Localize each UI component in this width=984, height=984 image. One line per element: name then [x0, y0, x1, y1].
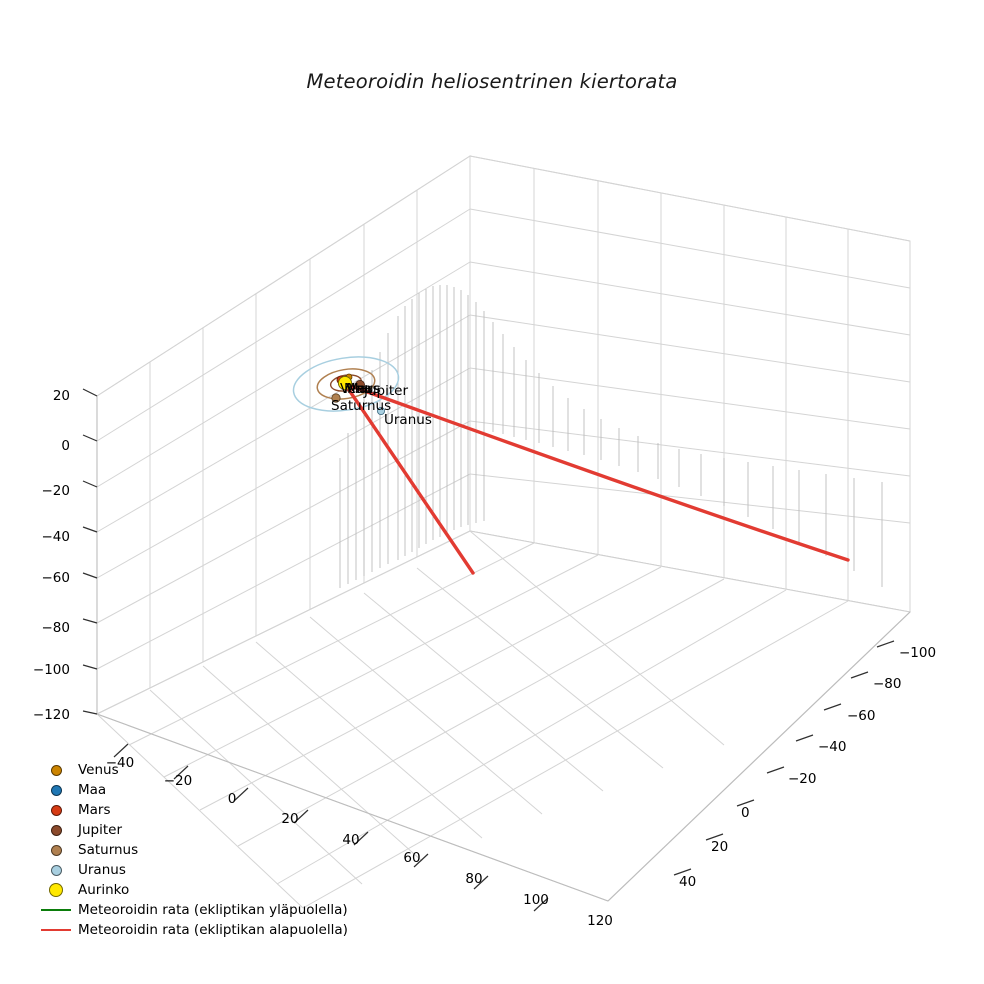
x-axis-tick-label: 100	[523, 892, 549, 908]
marker-jupiter	[354, 379, 365, 390]
legend-item[interactable]: Mars	[34, 800, 354, 820]
axis-spines	[96, 396, 911, 902]
meteoroid-segment-outbound	[343, 382, 850, 562]
legend-label: Meteoroidin rata (ekliptikan alapuolella…	[78, 922, 348, 938]
legend-label: Aurinko	[78, 882, 130, 898]
legend-marker-line	[34, 929, 78, 931]
x-axis-tick-label: 0	[227, 791, 237, 807]
legend-item[interactable]: Aurinko	[34, 880, 354, 900]
z-axis-tick-label: −120	[32, 707, 70, 723]
z-axis-tick-label: −20	[41, 483, 71, 499]
legend-marker-dot	[34, 784, 78, 796]
y-axis-ticks	[673, 640, 895, 876]
legend-swatch-icon	[41, 929, 71, 931]
x-axis-tick-label: 40	[342, 832, 360, 848]
legend-marker-dot	[34, 804, 78, 816]
z-axis-tick-label: −80	[41, 620, 71, 636]
legend-swatch-icon	[41, 909, 71, 911]
meteoroid-track-below	[343, 382, 850, 575]
legend-item[interactable]: Venus	[34, 760, 354, 780]
planet-label-uranus: Uranus	[384, 412, 432, 428]
legend-marker-dot	[34, 864, 78, 876]
orbit-uranus	[292, 356, 400, 412]
z-axis-tick-label: 20	[52, 388, 70, 404]
orbit-saturnus	[316, 368, 376, 400]
legend-item[interactable]: Meteoroidin rata (ekliptikan yläpuolella…	[34, 900, 354, 920]
legend-label: Mars	[78, 802, 111, 818]
legend: Venus Maa Mars Jupiter Saturnus Uranus Aurinko…	[34, 760, 354, 940]
legend-item[interactable]: Uranus	[34, 860, 354, 880]
legend-marker-bigdot	[34, 883, 78, 897]
legend-label: Venus	[78, 762, 119, 778]
planet-label-mars: Mars	[347, 381, 380, 397]
legend-swatch-icon	[50, 864, 62, 876]
legend-label: Uranus	[78, 862, 126, 878]
planet-label-venus: Venus	[340, 381, 381, 397]
legend-marker-dot	[34, 764, 78, 776]
planet-markers	[331, 373, 385, 415]
legend-swatch-icon	[49, 883, 63, 897]
x-axis-tick-label: 80	[465, 871, 483, 887]
y-axis-tick-label: −20	[788, 771, 817, 787]
legend-swatch-icon	[50, 764, 62, 776]
z-axis-ticks	[82, 388, 98, 715]
legend-marker-line	[34, 909, 78, 911]
marker-uranus	[376, 406, 385, 415]
legend-label: Saturnus	[78, 842, 139, 858]
y-axis-tick-label: −40	[818, 739, 847, 755]
z-axis-tick-label: 0	[61, 438, 70, 454]
x-axis-ticks	[113, 743, 549, 912]
z-axis-tick-label: −100	[32, 662, 70, 678]
legend-swatch-icon	[50, 844, 62, 856]
x-axis-tick-label: 20	[281, 811, 299, 827]
legend-label: Maa	[78, 782, 107, 798]
legend-marker-dot	[34, 824, 78, 836]
y-axis-tick-label: −80	[873, 676, 902, 692]
legend-label: Jupiter	[78, 822, 123, 838]
planet-label-jupiter: Jupiter	[364, 383, 409, 399]
y-axis-tick-label: −100	[899, 645, 937, 661]
x-axis-tick-label: −40	[105, 755, 135, 771]
planet-label-maa: Maa	[344, 381, 373, 397]
y-axis-tick-label: 40	[679, 874, 697, 890]
y-axis-tick-label: 20	[711, 839, 729, 855]
x-axis-tick-label: 120	[587, 913, 613, 929]
legend-marker-dot	[34, 844, 78, 856]
legend-item[interactable]: Saturnus	[34, 840, 354, 860]
x-axis-tick-label: 60	[403, 850, 421, 866]
legend-swatch-icon	[50, 784, 62, 796]
y-axis-tick-label: −60	[847, 708, 876, 724]
legend-item[interactable]: Jupiter	[34, 820, 354, 840]
planet-label-saturnus: Saturnus	[331, 398, 392, 414]
legend-swatch-icon	[50, 824, 62, 836]
x-axis-tick-label: −20	[163, 773, 193, 789]
legend-item[interactable]: Meteoroidin rata (ekliptikan alapuolella…	[34, 920, 354, 940]
marker-aurinko	[337, 375, 353, 391]
legend-item[interactable]: Maa	[34, 780, 354, 800]
legend-swatch-icon	[50, 804, 62, 816]
page-title: Meteoroidin heliosentrinen kiertorata	[306, 70, 678, 93]
marker-saturnus	[331, 393, 341, 403]
z-axis-tick-label: −60	[41, 570, 71, 586]
y-axis-tick-label: 0	[741, 805, 750, 821]
legend-label: Meteoroidin rata (ekliptikan yläpuolella…	[78, 902, 348, 918]
meteoroid-segment-descending	[343, 382, 475, 575]
z-axis-tick-label: −40	[41, 529, 71, 545]
